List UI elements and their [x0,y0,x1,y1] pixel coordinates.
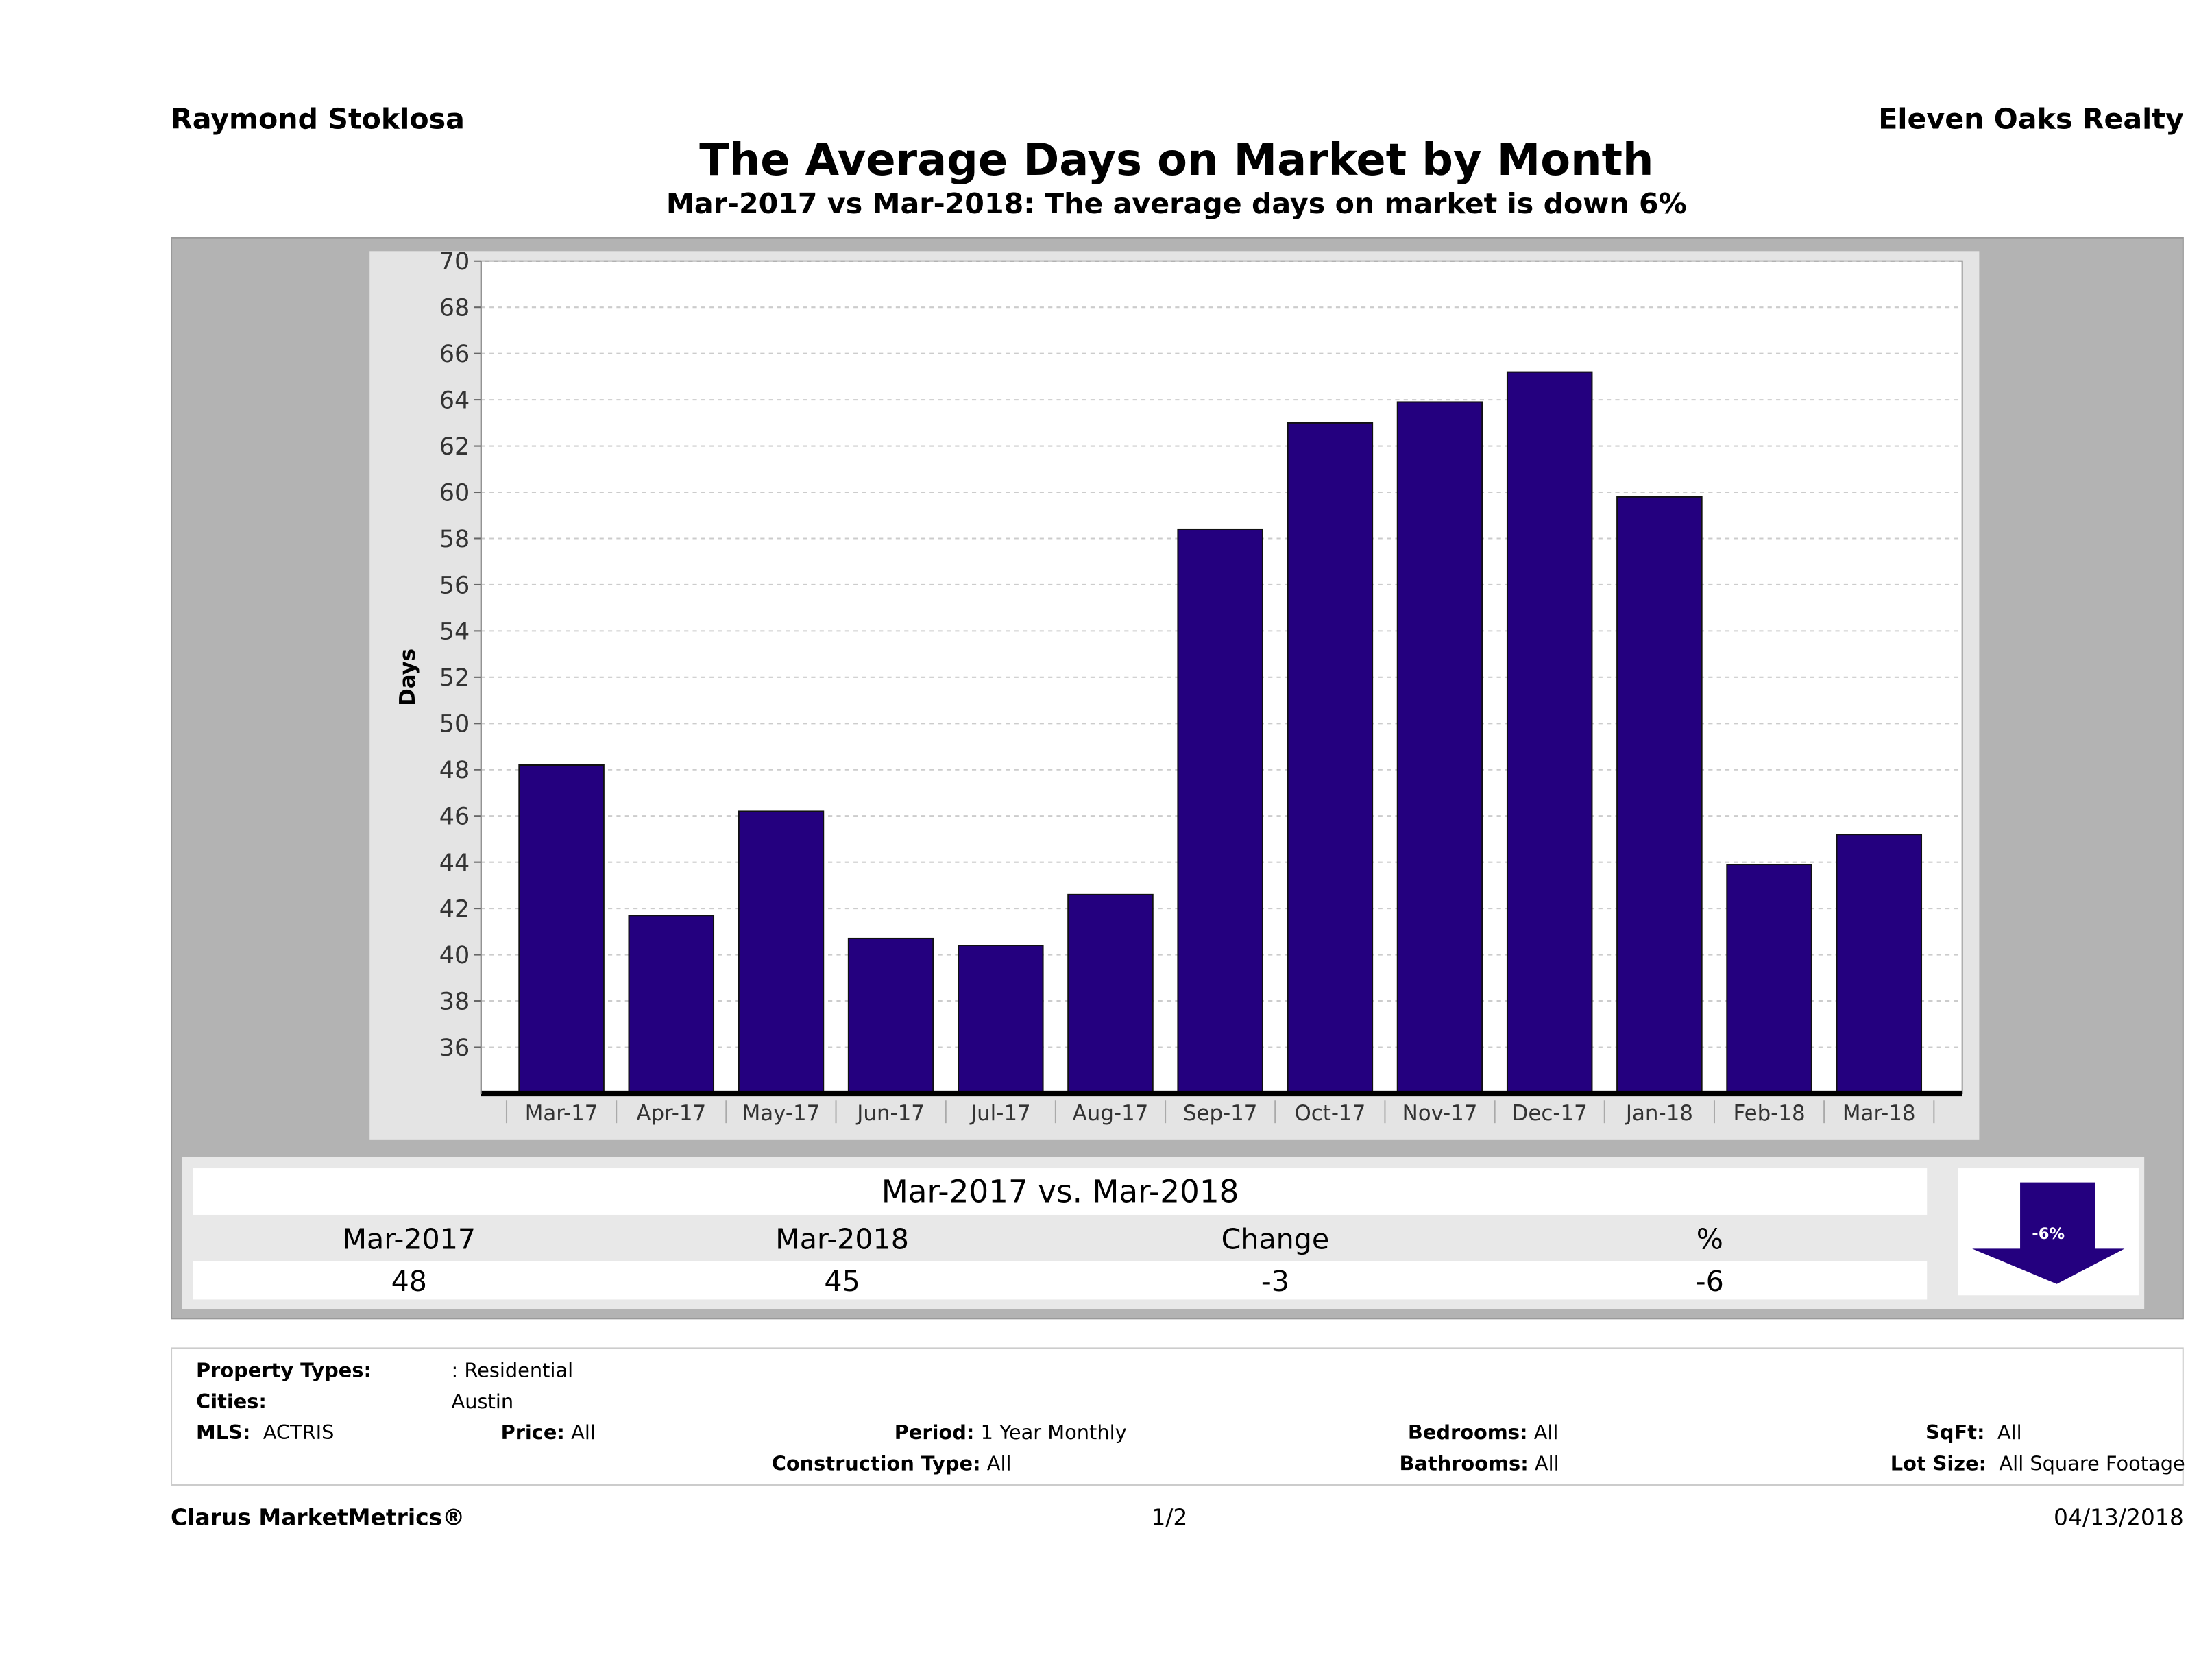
x-tick-label: Dec-17 [1512,1101,1588,1126]
header-cell: Mar-2018 [775,1222,909,1256]
filter-label: Bedrooms: [1407,1422,1528,1445]
y-tick-label: 58 [439,526,470,553]
filter-label: SqFt: [1925,1422,1985,1445]
report-date: 04/13/2018 [2053,1503,2184,1531]
bar [847,937,934,1094]
y-tick-label: 40 [439,942,470,969]
filter-value: All [1533,1422,1559,1445]
filter-value: : Residential [451,1360,574,1383]
y-tick-label: 66 [439,341,470,368]
filter-value: 1 Year Monthly [980,1422,1127,1445]
bar [628,915,715,1094]
y-tick-label: 48 [439,757,470,784]
filter-label: Cities: [196,1391,267,1414]
badge-text: -6% [2032,1225,2065,1243]
y-tick-label: 36 [439,1035,470,1062]
filter-value: All [571,1422,596,1445]
value-cell: 48 [391,1264,427,1298]
y-tick-label: 60 [439,479,470,507]
value-cell: -3 [1261,1264,1289,1298]
filter-value: All [1534,1453,1559,1476]
y-tick-label: 64 [439,387,470,414]
bar [1836,834,1923,1094]
x-tick-label: May-17 [742,1101,821,1126]
header-cell: % [1696,1222,1723,1256]
filter-value: All [986,1453,1012,1476]
value-cell: -6 [1695,1264,1724,1298]
header-cell: Mar-2017 [342,1222,476,1256]
bar-chart: 36 38 40 42 44 46 48 50 52 54 56 58 60 62 64 66 68 70 Mar-… [396,248,1963,1126]
y-tick-label: 68 [439,295,470,322]
y-tick-label: 54 [439,618,470,646]
filter-value: Austin [451,1391,514,1414]
summary-value-row: 48 45 -3 -6 [193,1261,1928,1300]
filter-value: All [1997,1422,2022,1445]
y-tick-label: 62 [439,433,470,461]
filter-label: Bathrooms: [1399,1453,1529,1476]
chart-title: The Average Days on Market by Month [699,135,1654,186]
x-tick-label: Aug-17 [1073,1101,1149,1126]
bar [1616,496,1703,1094]
bar [738,810,825,1094]
agent-name: Raymond Stoklosa [171,101,465,136]
down-arrow-icon: -6% [1972,1182,2125,1284]
x-tick-label: Apr-17 [636,1101,706,1126]
header-cell: Change [1221,1222,1330,1256]
x-tick-label: Jul-17 [969,1101,1031,1126]
chart-subtitle: Mar-2017 vs Mar-2018: The average days o… [666,186,1687,221]
bar [1726,864,1812,1094]
y-tick-label: 70 [439,251,470,276]
x-tick-label: Jun-17 [855,1101,925,1126]
bar [1177,528,1263,1094]
filter-label: Period: [894,1422,975,1445]
summary-table: Mar-2017 vs. Mar-2018 Mar-2017 Mar-2018 … [182,1157,2145,1309]
filter-label: Construction Type: [771,1453,981,1476]
filter-summary: Property Types: : Residential Cities: Au… [171,1347,2185,1486]
y-tick-label: 42 [439,895,470,923]
chart-area: 36 38 40 42 44 46 48 50 52 54 56 58 60 62 64 66 68 70 Mar-… [369,248,1980,1140]
x-tick-label: Feb-18 [1734,1101,1806,1126]
x-tick-label: Oct-17 [1294,1101,1365,1126]
filter-value: ACTRIS [263,1422,335,1445]
bar [1396,401,1483,1094]
y-tick-label: 52 [439,664,470,692]
value-cell: 45 [824,1264,860,1298]
filter-label: Property Types: [196,1360,372,1383]
filter-label: MLS: [196,1422,251,1445]
footer-brand: Clarus MarketMetrics® [171,1503,465,1531]
page-number: 1/2 [1151,1503,1188,1531]
summary-title: Mar-2017 vs. Mar-2018 [881,1175,1239,1211]
y-tick-label: 38 [439,988,470,1015]
filter-label: Lot Size: [1890,1453,1987,1476]
x-tick-label: Sep-17 [1183,1101,1258,1126]
y-tick-label: 44 [439,849,470,877]
y-axis-label: Days [396,649,420,706]
filter-value: All Square Footage [1999,1453,2185,1476]
y-tick-label: 50 [439,711,470,738]
bar [518,764,605,1094]
x-tick-label: Mar-18 [1843,1101,1916,1126]
summary-header-row: Mar-2017 Mar-2018 Change % [193,1216,1927,1260]
y-tick-label: 46 [439,804,470,831]
bar [1067,893,1154,1094]
bar [1506,371,1593,1094]
bar [958,945,1044,1094]
x-tick-label: Nov-17 [1402,1101,1478,1126]
x-tick-label: Mar-17 [525,1101,598,1126]
x-tick-label: Jan-18 [1625,1101,1693,1126]
y-tick-label: 56 [439,572,470,599]
filter-label: Price: [500,1422,565,1445]
change-badge: -6% [1958,1168,2139,1296]
bar [1287,422,1374,1094]
company-name: Eleven Oaks Realty [1878,101,2184,136]
